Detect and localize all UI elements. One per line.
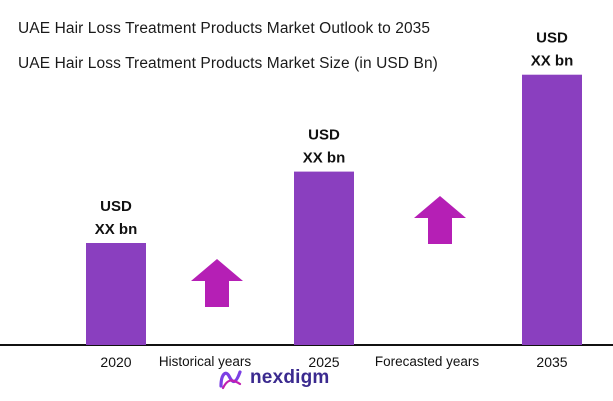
chart-title: UAE Hair Loss Treatment Products Market … [18, 20, 431, 37]
x-tick-2035: 2035 [536, 354, 567, 370]
bar-label-2025-value: XX bn [303, 150, 346, 167]
arrow-up-icon-forecast [414, 196, 466, 244]
x-tick-2025: 2025 [308, 354, 339, 370]
arrow-up-icon-historical [191, 259, 243, 307]
bar-2020 [86, 243, 146, 345]
bar-label-2020-value: XX bn [95, 221, 138, 238]
bar-label-2035-value: XX bn [531, 53, 574, 70]
bar-2025 [294, 171, 354, 345]
annotation-forecasted-years: Forecasted years [375, 354, 480, 369]
x-tick-2020: 2020 [100, 354, 131, 370]
chart-subtitle: UAE Hair Loss Treatment Products Market … [18, 55, 438, 72]
nexdigm-logo: nexdigm [218, 366, 330, 390]
logo-text: nexdigm [250, 367, 330, 388]
bar-label-2025-currency: USD [308, 127, 340, 144]
nexdigm-logo-icon [219, 370, 242, 390]
bar-label-2020-currency: USD [100, 198, 132, 215]
annotation-historical-years: Historical years [159, 354, 252, 369]
bar-2035 [522, 74, 582, 345]
bar-label-2035-currency: USD [536, 30, 568, 47]
